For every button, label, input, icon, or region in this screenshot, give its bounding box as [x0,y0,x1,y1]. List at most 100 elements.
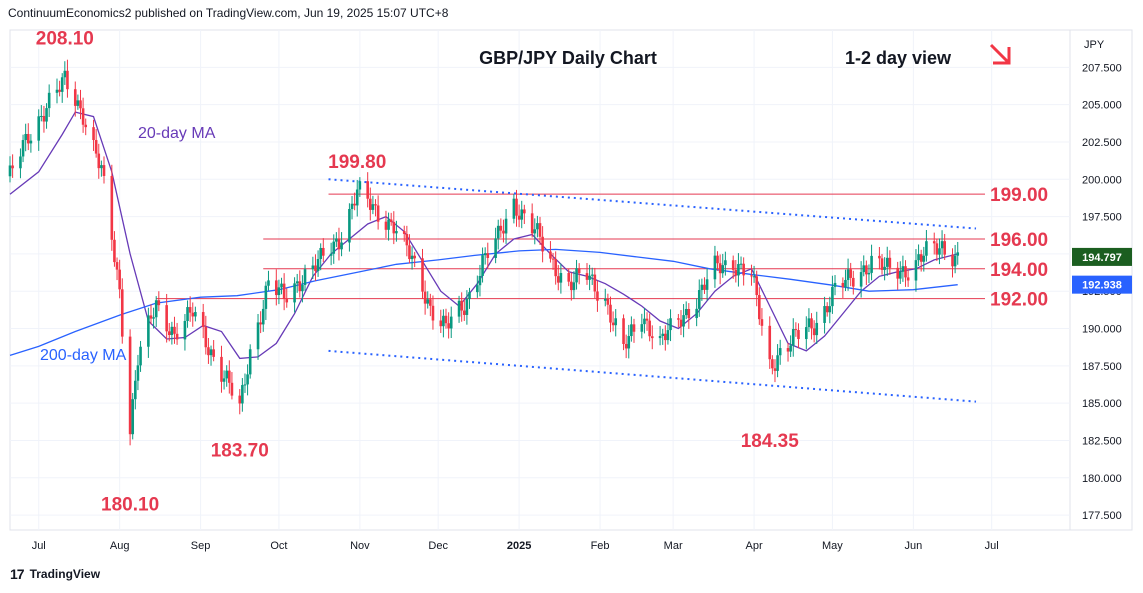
x-tick-label: May [822,540,843,552]
candle-body [554,259,557,277]
candle-body [883,266,886,270]
candle-body [789,345,792,352]
candle-body [154,300,158,318]
candle-body [632,324,636,332]
candle-body [76,100,80,106]
candle-body [84,124,88,128]
candle-body [395,231,398,234]
candle-body [191,312,195,317]
candle-body [896,267,899,279]
candle-body [222,378,226,382]
price-axis[interactable]: 207.500205.000202.500200.000197.500195.0… [1072,62,1132,522]
candle-body [368,198,372,210]
candle-body [549,251,552,259]
candle-body [530,213,534,234]
candle-body [502,230,505,234]
candle-body [348,208,351,243]
candle-body [460,300,463,311]
candle-body [609,304,612,323]
candle-body [867,272,871,275]
candle-body [350,203,354,209]
candle-body [209,349,213,356]
candle-body [538,223,542,237]
candle-body [58,89,61,92]
x-tick-label: Dec [428,540,448,552]
candle-body [329,253,333,256]
annotation-label: 199.80 [328,152,386,173]
candle-body [225,370,228,379]
candle-body [204,327,208,348]
candle-body [167,331,171,336]
candle-body [572,282,576,291]
candle-body [703,284,706,290]
candle-body [332,241,336,254]
candle-body [731,260,735,270]
candle-body [805,327,808,340]
candle-body [773,368,777,371]
brand-name[interactable]: TradingView [29,567,101,581]
candle-body [940,241,944,249]
candle-body [825,306,829,313]
candle-body [228,370,231,383]
y-tick-label: 205.000 [1082,100,1122,112]
candle-body [371,204,375,210]
x-tick-label: Aug [110,540,130,552]
candle-body [831,286,834,307]
candle-body [21,140,25,157]
price-tag-label: 194.797 [1082,252,1122,264]
candle-body [355,189,359,206]
currency-label: JPY [1084,39,1105,51]
annotation-label: 183.70 [211,441,269,462]
candle-body [465,299,469,315]
candle-body [536,223,539,230]
candle-body [577,268,581,274]
candle-body [366,181,369,199]
candle-body [823,306,826,323]
time-axis[interactable]: Jul Aug Sep Oct Nov Dec 2025 Feb Mar Apr May Jun Jul [32,540,999,552]
candle-body [102,165,106,176]
candle-body [567,273,571,282]
candle-body [264,285,268,309]
candle-body [413,255,416,259]
candle-body [100,165,103,169]
candle-body [880,258,884,270]
x-tick-label: Jul [985,540,999,552]
candle-body [293,283,296,303]
candle-body [63,70,67,78]
candle-body [261,308,265,325]
candle-body [481,255,484,276]
candle-body [664,333,667,341]
candle-body [439,320,443,327]
candle-body [643,318,646,325]
candle-body [737,264,740,276]
candle-body [319,247,322,260]
candle-body [640,324,644,332]
candle-body [758,295,761,320]
candle-body [37,116,41,141]
candle-body [152,317,155,319]
x-tick-label: 2025 [507,540,531,552]
candle-body [898,271,902,279]
candle-body [904,266,907,278]
candle-body [885,257,889,267]
candle-body [353,203,356,206]
gbpjpy-daily-chart[interactable]: 199.00 196.00 194.00 192.00 20-day MA 200-da… [0,0,1143,560]
candle-body [718,263,722,274]
candle-body [183,320,187,340]
candle-body [951,254,954,267]
candle-body [118,269,121,290]
candle-body [812,328,816,336]
candle-body [938,248,941,255]
price-tag [1072,275,1132,294]
footer: 17 TradingView [10,566,100,582]
candle-body [771,359,774,369]
candle-body [402,231,406,234]
candle-body [429,299,432,306]
candle-body [374,204,377,206]
candle-body [504,218,508,234]
candle-body [922,255,926,262]
candle-body [447,323,450,329]
candle-body [92,127,95,141]
candle-body [301,284,304,292]
annotations: 208.10 199.80 183.70 180.10 184.35 [36,28,799,515]
